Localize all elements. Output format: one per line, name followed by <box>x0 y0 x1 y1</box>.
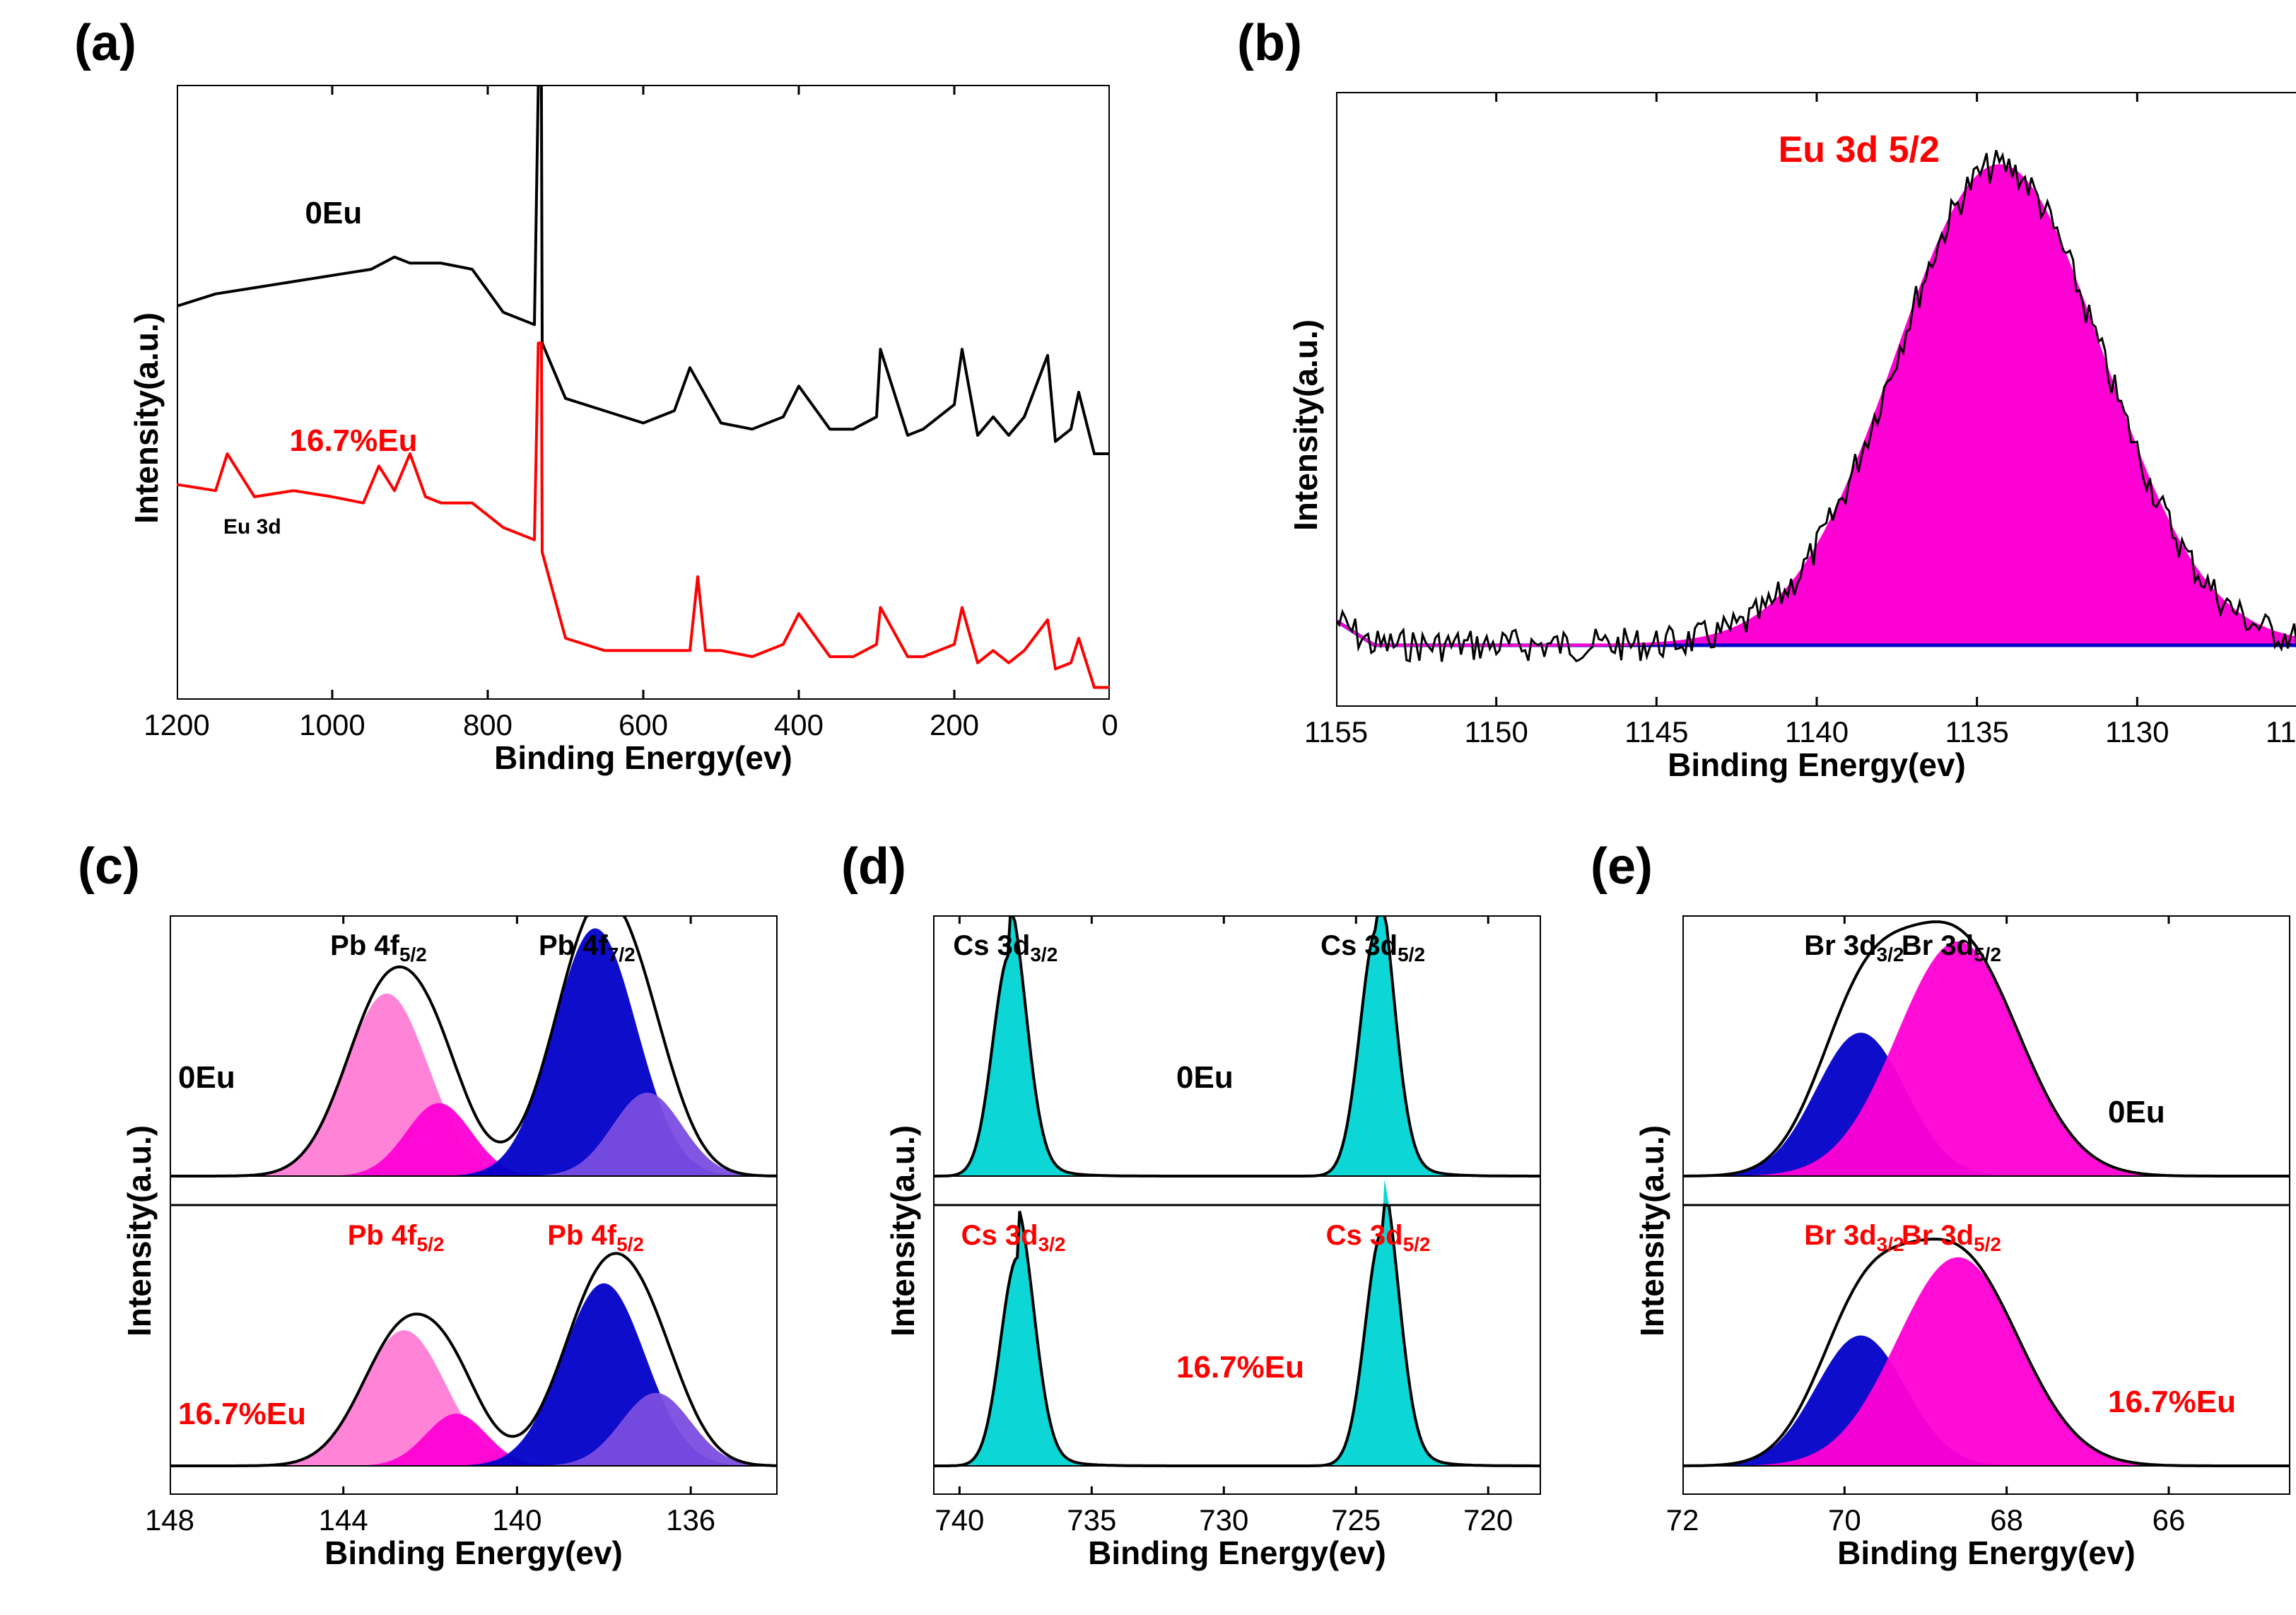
panel-d-plot <box>933 915 1541 1495</box>
y-axis-label: Intensity(a.u.) <box>1287 319 1325 531</box>
x-axis-label: Binding Energy(ev) <box>933 1534 1541 1572</box>
x-axis-label: Binding Energy(ev) <box>170 1534 778 1572</box>
annotation: Br 3d5/2 <box>1902 1220 2001 1256</box>
y-axis-label: Intensity(a.u.) <box>1633 1125 1671 1337</box>
x-tick-label: 66 <box>2126 1503 2211 1537</box>
x-tick-label: 1125 <box>2255 715 2296 749</box>
annotation: Eu 3d <box>223 515 281 539</box>
y-axis-label: Intensity(a.u.) <box>884 1125 922 1337</box>
x-tick-label: 1200 <box>134 708 219 742</box>
x-tick-label: 144 <box>301 1503 386 1537</box>
annotation: 0Eu <box>1176 1060 1234 1096</box>
x-tick-label: 600 <box>601 708 686 742</box>
x-tick-label: 70 <box>1802 1503 1887 1537</box>
x-tick-label: 72 <box>1640 1503 1725 1537</box>
x-tick-label: 1130 <box>2095 715 2179 749</box>
annotation: Cs 3d5/2 <box>1320 930 1425 966</box>
x-tick-label: 1000 <box>290 708 375 742</box>
y-axis-label: Intensity(a.u.) <box>120 1125 158 1337</box>
panel-label: (b) <box>1237 14 1302 72</box>
annotation: 16.7%Eu <box>1176 1350 1304 1385</box>
y-axis-label: Intensity(a.u.) <box>127 312 165 524</box>
x-tick-label: 1145 <box>1614 715 1699 749</box>
annotation: 0Eu <box>2108 1095 2165 1130</box>
panel-label: (d) <box>841 838 906 895</box>
annotation: Pb 4f5/2 <box>547 1220 644 1256</box>
panel-a-plot <box>177 85 1110 700</box>
x-tick-label: 735 <box>1049 1503 1134 1537</box>
panel-label: (a) <box>74 14 136 72</box>
annotation: Br 3d5/2 <box>1902 930 2001 966</box>
x-tick-label: 725 <box>1313 1503 1398 1537</box>
x-tick-label: 148 <box>127 1503 212 1537</box>
annotation: 16.7%Eu <box>290 423 418 459</box>
x-tick-label: 720 <box>1446 1503 1530 1537</box>
annotation: Cs 3d3/2 <box>953 930 1058 966</box>
x-tick-label: 740 <box>917 1503 1002 1537</box>
x-tick-label: 136 <box>648 1503 733 1537</box>
annotation: 16.7%Eu <box>2108 1385 2236 1420</box>
annotation: Eu 3d 5/2 <box>1779 129 1940 171</box>
annotation: Cs 3d3/2 <box>961 1220 1066 1256</box>
annotation: 0Eu <box>178 1060 235 1096</box>
panel-label: (e) <box>1591 838 1653 895</box>
x-tick-label: 730 <box>1181 1503 1266 1537</box>
panel-label: (c) <box>78 838 140 895</box>
x-axis-label: Binding Energy(ev) <box>177 739 1110 777</box>
annotation: Pb 4f5/2 <box>330 930 427 966</box>
x-tick-label: 1155 <box>1294 715 1378 749</box>
x-tick-label: 800 <box>445 708 530 742</box>
annotation: Pb 4f5/2 <box>348 1220 445 1256</box>
x-tick-label: 140 <box>474 1503 559 1537</box>
annotation: 16.7%Eu <box>178 1397 306 1432</box>
annotation: Br 3d3/2 <box>1804 930 1904 966</box>
x-tick-label: 1135 <box>1935 715 2020 749</box>
annotation: Br 3d3/2 <box>1804 1220 1904 1256</box>
annotation: Pb 4f7/2 <box>539 930 636 966</box>
annotation: 0Eu <box>305 196 363 231</box>
x-tick-label: 68 <box>1964 1503 2049 1537</box>
annotation: Cs 3d5/2 <box>1326 1220 1431 1256</box>
x-tick-label: 1150 <box>1454 715 1539 749</box>
x-tick-label: 400 <box>756 708 841 742</box>
x-axis-label: Binding Energy(ev) <box>1682 1534 2290 1572</box>
panel-b-plot <box>1336 92 2296 707</box>
x-tick-label: 0 <box>1067 708 1152 742</box>
x-axis-label: Binding Energy(ev) <box>1336 746 2296 784</box>
x-tick-label: 1140 <box>1774 715 1859 749</box>
x-tick-label: 200 <box>912 708 997 742</box>
